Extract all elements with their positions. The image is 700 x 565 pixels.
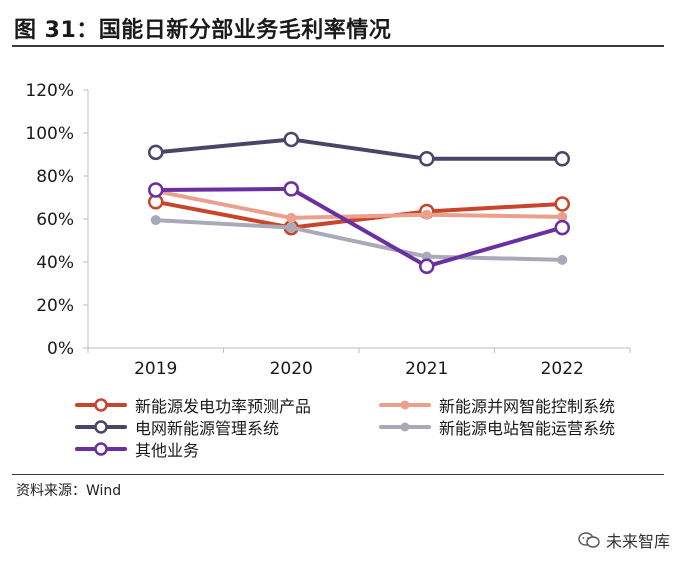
legend-label: 新能源发电功率预测产品 [135, 397, 312, 416]
legend-label: 新能源并网智能控制系统 [439, 397, 616, 416]
x-tick-label: 2020 [270, 359, 313, 379]
data-point-0-3 [554, 196, 570, 212]
line-chart: 0% 20% 40% 60% 80% 100% 120% 2019 2020 2021 2022 [25, 81, 631, 379]
data-point-3-3 [557, 254, 568, 265]
legend-label: 电网新能源管理系统 [135, 419, 280, 438]
y-tick-label: 120% [25, 81, 74, 101]
source-note: 资料来源：Wind [16, 483, 122, 499]
y-tick-label: 20% [36, 296, 74, 316]
x-tick-label: 2022 [541, 359, 584, 379]
watermark-text: 未来智库 [606, 532, 671, 551]
series-line-1 [153, 189, 565, 220]
data-point-3-1 [286, 222, 297, 233]
y-tick-label: 100% [25, 124, 74, 144]
source-divider [12, 474, 664, 475]
title-divider [12, 45, 664, 47]
series-line-0 [153, 199, 565, 230]
data-point-3-0 [150, 215, 161, 226]
legend-swatch [75, 420, 127, 434]
wechat-icon [578, 532, 600, 548]
y-tick-label: 0% [47, 339, 74, 359]
y-tick-label: 40% [36, 253, 74, 273]
data-point-2-2 [419, 151, 435, 167]
data-point-4-2 [419, 258, 435, 275]
y-tick-label: 80% [36, 167, 74, 187]
legend-swatch [75, 442, 127, 456]
data-point-2-3 [554, 151, 570, 167]
watermark: 未来智库 [578, 528, 670, 552]
data-point-4-1 [283, 181, 299, 197]
legend-swatch [75, 398, 127, 412]
data-point-2-0 [148, 144, 164, 161]
figure-title: 图 31：国能日新分部业务毛利率情况 [14, 18, 392, 43]
legend-item: 新能源电站智能运营系统 [379, 415, 615, 439]
data-point-2-1 [283, 131, 299, 148]
legend-label: 新能源电站智能运营系统 [439, 419, 616, 438]
x-tick-label: 2021 [405, 359, 448, 379]
y-tick-label: 60% [36, 210, 74, 230]
series-line-2 [153, 137, 565, 161]
legend-item: 新能源发电功率预测产品 [75, 393, 311, 417]
data-point-1-1 [286, 212, 297, 223]
data-point-4-3 [554, 219, 570, 236]
series-line-3 [153, 218, 565, 262]
x-tick-label: 2019 [134, 359, 177, 379]
series-line-4 [153, 186, 565, 269]
legend-label: 其他业务 [135, 441, 200, 460]
legend-item: 电网新能源管理系统 [75, 415, 279, 439]
legend-swatch [379, 422, 431, 432]
data-point-1-2 [421, 209, 432, 220]
legend-swatch [379, 400, 431, 410]
data-point-4-0 [148, 182, 164, 198]
legend-item: 其他业务 [75, 437, 199, 461]
legend-item: 新能源并网智能控制系统 [379, 393, 615, 417]
